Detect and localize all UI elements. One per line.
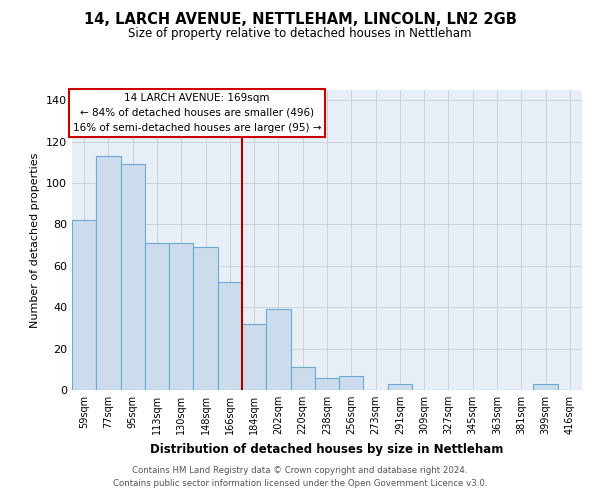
Bar bbox=[218, 282, 242, 390]
Bar bbox=[388, 384, 412, 390]
Bar bbox=[290, 367, 315, 390]
Bar bbox=[193, 247, 218, 390]
Text: Contains HM Land Registry data © Crown copyright and database right 2024.
Contai: Contains HM Land Registry data © Crown c… bbox=[113, 466, 487, 487]
Text: 14, LARCH AVENUE, NETTLEHAM, LINCOLN, LN2 2GB: 14, LARCH AVENUE, NETTLEHAM, LINCOLN, LN… bbox=[83, 12, 517, 28]
Bar bbox=[339, 376, 364, 390]
Bar bbox=[145, 243, 169, 390]
Bar bbox=[242, 324, 266, 390]
Bar bbox=[121, 164, 145, 390]
Bar bbox=[72, 220, 96, 390]
Bar bbox=[533, 384, 558, 390]
Y-axis label: Number of detached properties: Number of detached properties bbox=[31, 152, 40, 328]
Bar bbox=[315, 378, 339, 390]
Bar bbox=[169, 243, 193, 390]
Text: Size of property relative to detached houses in Nettleham: Size of property relative to detached ho… bbox=[128, 28, 472, 40]
Bar bbox=[266, 310, 290, 390]
X-axis label: Distribution of detached houses by size in Nettleham: Distribution of detached houses by size … bbox=[151, 442, 503, 456]
Text: 14 LARCH AVENUE: 169sqm
← 84% of detached houses are smaller (496)
16% of semi-d: 14 LARCH AVENUE: 169sqm ← 84% of detache… bbox=[73, 93, 321, 132]
Bar bbox=[96, 156, 121, 390]
